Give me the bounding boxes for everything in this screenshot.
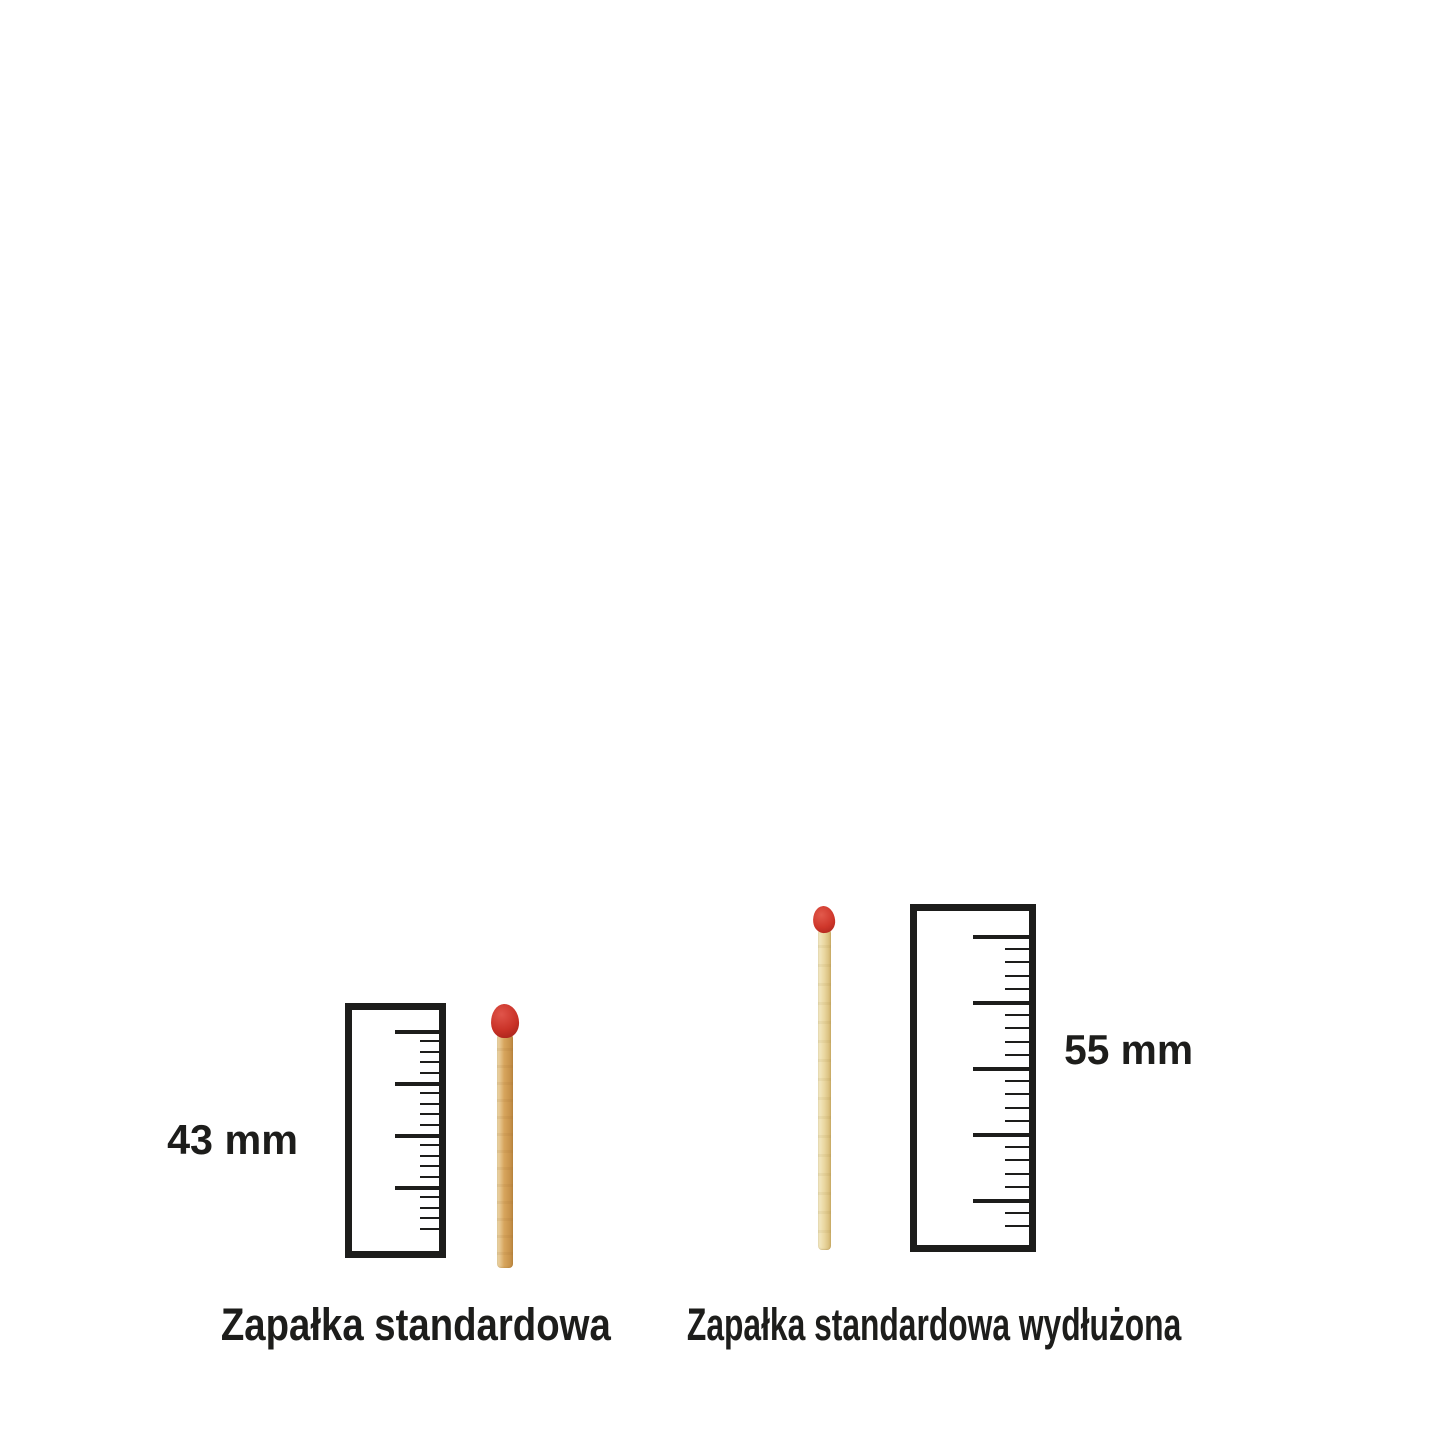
ruler-tick-major — [973, 1199, 1029, 1203]
ruler-tick-minor — [1005, 1106, 1029, 1109]
ruler-tick-minor — [420, 1061, 439, 1064]
ruler-tick-major — [973, 1133, 1029, 1137]
ruler-tick-minor — [1005, 1080, 1029, 1083]
ruler-elongated — [910, 904, 1036, 1252]
length-value-standard: 43 mm — [167, 1116, 299, 1163]
ruler-tick-minor — [420, 1102, 439, 1105]
ruler-tick-minor — [1005, 1119, 1029, 1122]
ruler-tick-minor — [420, 1050, 439, 1053]
ruler-tick-minor — [420, 1206, 439, 1209]
ruler-tick-major — [973, 935, 1029, 939]
ruler-tick-minor — [420, 1196, 439, 1199]
caption-text-standard: Zapałka standardowa — [221, 1299, 611, 1350]
ruler-tick-minor — [420, 1144, 439, 1147]
match-standard — [490, 1003, 521, 1268]
ruler-tick-minor — [420, 1165, 439, 1168]
ruler-tick-minor — [420, 1092, 439, 1095]
ruler-tick-minor — [420, 1227, 439, 1230]
length-label-elongated: 55 mm — [1051, 1026, 1207, 1073]
ruler-tick-minor — [420, 1154, 439, 1157]
ruler-tick-minor — [1005, 1146, 1029, 1149]
match-head-elongated — [811, 904, 837, 935]
length-label-standard: 43 mm — [156, 1116, 310, 1163]
caption-elongated: Zapałka standardowa wydłużona — [634, 1294, 1234, 1356]
ruler-tick-minor — [1005, 1014, 1029, 1017]
caption-text-elongated: Zapałka standardowa wydłużona — [686, 1299, 1182, 1350]
ruler-tick-minor — [1005, 1185, 1029, 1188]
ruler-tick-minor — [1005, 987, 1029, 990]
ruler-tick-minor — [1005, 974, 1029, 977]
ruler-tick-major — [973, 1001, 1029, 1005]
ruler-tick-minor — [1005, 1040, 1029, 1043]
ruler-tick-minor — [1005, 1027, 1029, 1030]
ruler-tick-minor — [420, 1217, 439, 1220]
ruler-tick-minor — [1005, 1212, 1029, 1215]
match-elongated — [811, 904, 838, 1250]
ruler-tick-minor — [420, 1040, 439, 1043]
ruler-tick-major — [395, 1134, 439, 1138]
ruler-tick-minor — [1005, 1225, 1029, 1228]
ruler-tick-minor — [420, 1175, 439, 1178]
match-stick-elongated — [818, 929, 831, 1250]
ruler-tick-major — [973, 1067, 1029, 1071]
ruler-tick-major — [395, 1186, 439, 1190]
ruler-standard — [345, 1003, 446, 1258]
ruler-tick-minor — [1005, 1093, 1029, 1096]
match-head-standard — [490, 1003, 520, 1039]
match-stick-standard — [497, 1034, 513, 1268]
length-value-elongated: 55 mm — [1064, 1026, 1194, 1073]
caption-standard: Zapałka standardowa — [166, 1294, 666, 1356]
ruler-tick-major — [395, 1030, 439, 1034]
ruler-tick-minor — [1005, 1172, 1029, 1175]
ruler-tick-minor — [1005, 1159, 1029, 1162]
ruler-tick-major — [395, 1082, 439, 1086]
ruler-tick-minor — [1005, 948, 1029, 951]
ruler-tick-minor — [420, 1113, 439, 1116]
ruler-tick-minor — [420, 1071, 439, 1074]
ruler-tick-minor — [1005, 961, 1029, 964]
ruler-tick-minor — [1005, 1053, 1029, 1056]
ruler-tick-minor — [420, 1123, 439, 1126]
